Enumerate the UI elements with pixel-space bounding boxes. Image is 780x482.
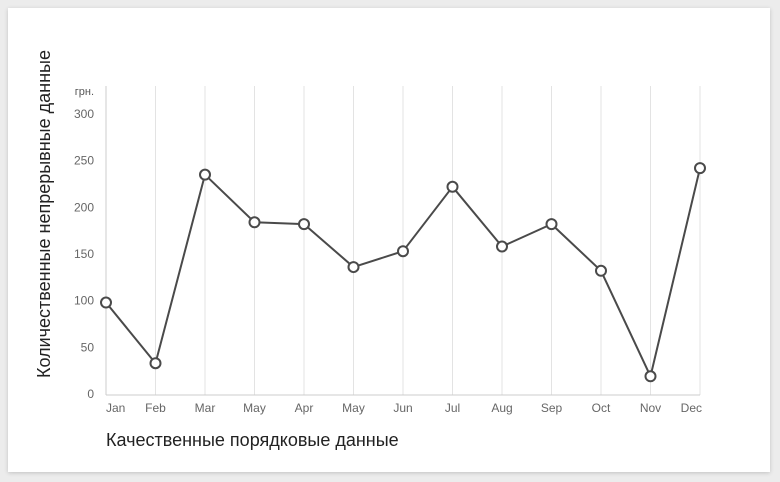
- y-tick-label: 150: [74, 247, 94, 261]
- data-point: [595, 264, 607, 277]
- data-point: [496, 240, 508, 253]
- data-point: [545, 218, 558, 231]
- x-axis-ticks: Jan Feb Mar May Apr May Jun Jul Aug Sep Oct Nov Dec: [106, 401, 702, 415]
- grid-lines: [105, 86, 701, 396]
- data-point: [100, 296, 112, 309]
- y-tick-label: 50: [81, 340, 95, 354]
- y-tick-label: 300: [74, 107, 94, 121]
- data-point: [347, 261, 360, 274]
- x-tick-label: Jan: [106, 401, 125, 415]
- x-tick-label: Jun: [393, 401, 412, 415]
- x-tick-label: Dec: [681, 401, 702, 415]
- y-tick-label: 0: [87, 387, 94, 401]
- data-point: [199, 168, 211, 181]
- data-point: [248, 216, 261, 229]
- x-axis-title: Качественные порядковые данные: [106, 430, 399, 450]
- y-tick-label: 200: [74, 200, 94, 214]
- y-unit-label: грн.: [75, 86, 94, 98]
- y-axis-title: Количественные непрерывные данные: [34, 50, 54, 378]
- x-tick-label: Mar: [195, 401, 216, 415]
- x-tick-label: Aug: [491, 401, 512, 415]
- y-axis-ticks: 0 50 100 150 200 250 300: [74, 107, 94, 401]
- y-tick-label: 250: [74, 154, 94, 168]
- x-tick-label: May: [243, 401, 266, 415]
- x-tick-label: Nov: [640, 401, 661, 415]
- x-tick-label: Jul: [445, 401, 460, 415]
- y-tick-label: 100: [74, 294, 94, 308]
- data-point: [397, 245, 409, 258]
- data-point: [298, 218, 310, 231]
- series-line-group: [100, 162, 706, 383]
- data-point: [694, 162, 706, 175]
- x-tick-label: Oct: [592, 401, 611, 415]
- x-tick-label: Feb: [145, 401, 166, 415]
- x-tick-label: Apr: [295, 401, 314, 415]
- x-tick-label: Sep: [541, 401, 563, 415]
- data-point: [149, 357, 162, 370]
- x-tick-label: May: [342, 401, 365, 415]
- data-point: [644, 370, 657, 383]
- data-point: [446, 180, 459, 193]
